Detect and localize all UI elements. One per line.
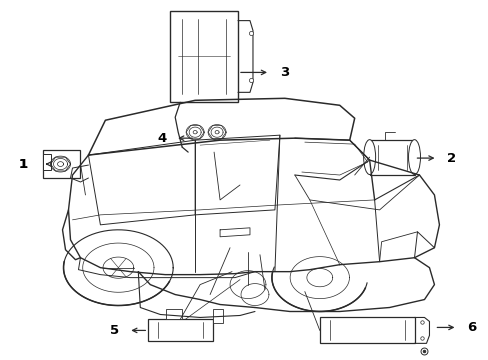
Bar	[369, 140, 414, 175]
Text: 1: 1	[18, 158, 27, 171]
Bar	[166, 310, 182, 319]
Text: 6: 6	[466, 321, 475, 334]
Ellipse shape	[407, 140, 420, 175]
Text: 1: 1	[18, 158, 27, 171]
Text: 4: 4	[157, 132, 166, 145]
Bar	[170, 11, 238, 102]
Bar	[319, 318, 414, 343]
Ellipse shape	[363, 140, 375, 175]
Text: 5: 5	[110, 324, 119, 337]
Bar	[42, 154, 50, 170]
Bar	[42, 150, 81, 178]
Bar	[213, 310, 223, 323]
Text: 3: 3	[280, 66, 289, 79]
Text: 2: 2	[446, 152, 455, 165]
Bar	[148, 319, 213, 341]
